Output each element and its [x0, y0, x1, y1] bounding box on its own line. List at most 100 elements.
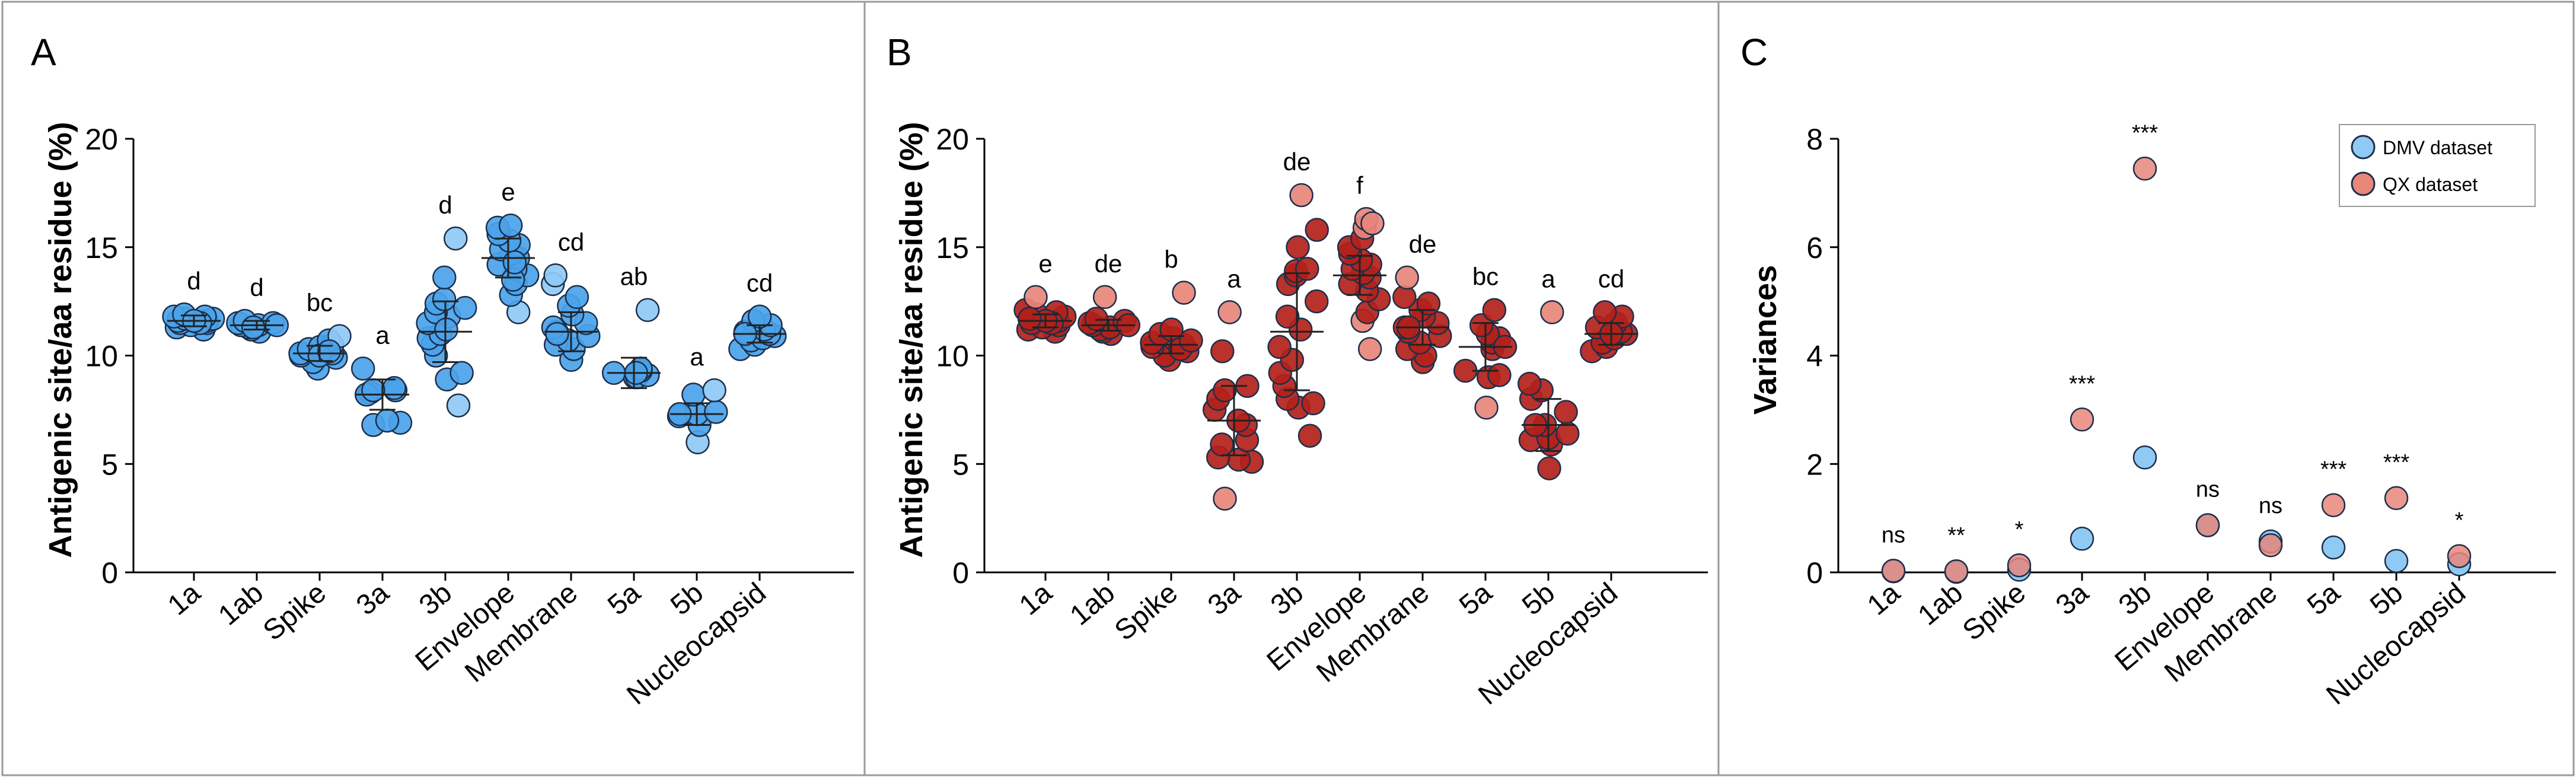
- chart-b-point: [1210, 432, 1234, 457]
- chart-b-point: [1304, 289, 1329, 314]
- chart-b-x-tick-label: 3b: [1265, 577, 1309, 622]
- chart-c-qx-point: [2195, 513, 2220, 537]
- chart-b-point: [1179, 328, 1203, 353]
- chart-a-point: [498, 213, 523, 238]
- chart-a-ylabel: Antigenic site/aa residue (%): [43, 122, 78, 558]
- chart-b-point: [1537, 456, 1561, 480]
- chart-b-point: [1517, 371, 1542, 396]
- chart-a-point: [375, 408, 400, 433]
- chart-a-point: [446, 393, 471, 418]
- panel-a-label: A: [31, 31, 56, 74]
- chart-b-significance-letter: de: [1409, 230, 1437, 258]
- chart-a-significance-letter: d: [187, 267, 200, 295]
- chart-c-dmv-point: [2070, 527, 2094, 551]
- legend-dmv-label: DMV dataset: [2383, 137, 2492, 158]
- chart-b-point: [1416, 291, 1441, 316]
- chart-a-significance-letter: cd: [747, 269, 773, 297]
- chart-b-point: [1172, 281, 1196, 305]
- chart-c-x-tick-label: 3b: [2113, 577, 2157, 622]
- chart-a-point: [432, 287, 457, 311]
- chart-c-qx-point: [2132, 157, 2157, 181]
- chart-b-point: [1295, 257, 1319, 281]
- chart-a-x-tick-label: 5a: [602, 577, 646, 622]
- chart-b-point: [1357, 337, 1382, 361]
- chart-a-significance-letter: e: [501, 178, 515, 206]
- chart-a-point: [502, 250, 527, 275]
- chart-b-point: [1593, 300, 1617, 324]
- chart-b-point: [1474, 395, 1499, 420]
- chart-b-point: [1554, 400, 1578, 424]
- chart-a-significance-letter: bc: [307, 289, 333, 317]
- chart-c-y-tick-label: 0: [1806, 556, 1823, 590]
- chart-c-y-tick-label: 8: [1806, 123, 1823, 156]
- chart-c-qx-point: [2258, 533, 2283, 558]
- chart-c-dmv-point: [2321, 535, 2346, 560]
- chart-a-x-tick-label: 3a: [350, 577, 395, 622]
- chart-b-point: [1301, 391, 1325, 416]
- chart-b-x-tick-label: 1a: [1013, 577, 1058, 622]
- chart-b-point: [1286, 235, 1310, 260]
- chart-b-y-tick-label: 5: [952, 448, 969, 481]
- chart-b-significance-letter: a: [1227, 265, 1241, 292]
- panel-c-label: C: [1740, 31, 1768, 74]
- chart-b-point: [1024, 285, 1048, 310]
- chart-a-point: [241, 315, 266, 340]
- legend-box: [2339, 124, 2536, 207]
- chart-a-point: [449, 361, 474, 385]
- chart-a-point: [543, 263, 568, 288]
- chart-b-x-tick-label: 5a: [1453, 577, 1498, 622]
- chart-a-y-tick-label: 0: [101, 556, 118, 590]
- chart-c-dmv-point: [2384, 549, 2409, 574]
- chart-b-point: [1210, 339, 1235, 364]
- chart-a-x-tick-label: Spike: [257, 577, 332, 647]
- legend-qx-marker: [2351, 171, 2376, 196]
- chart-c-significance-mark: ns: [2196, 477, 2220, 502]
- chart-c-qx-point: [2070, 407, 2094, 432]
- chart-b-significance-letter: cd: [1598, 265, 1624, 292]
- chart-b-point: [1487, 363, 1512, 387]
- chart-a-point: [361, 378, 385, 403]
- chart-c-significance-mark: ***: [2069, 371, 2096, 396]
- chart-c-y-tick-label: 2: [1806, 448, 1823, 481]
- legend-dmv-marker: [2351, 135, 2376, 160]
- chart-c-x-tick-label: 3a: [2050, 577, 2094, 622]
- chart-b-significance-letter: b: [1164, 246, 1178, 273]
- chart-b: Antigenic site/aa residue (%) 0 5 10 15 20 1a…: [894, 122, 1708, 711]
- chart-a-significance-letter: a: [690, 343, 704, 371]
- chart-b-point: [1017, 307, 1042, 331]
- chart-a-significance-letter: ab: [620, 263, 648, 291]
- chart-b-point: [1289, 183, 1313, 208]
- chart-c-significance-mark: *: [2015, 517, 2024, 542]
- chart-a-y-tick-label: 15: [85, 231, 118, 265]
- chart-c-dmv-point: [2132, 445, 2157, 470]
- panel-c-border: [1717, 1, 2575, 776]
- chart-c-significance-mark: ns: [1882, 523, 1905, 547]
- chart-a-point: [635, 298, 660, 322]
- chart-b-point: [1267, 335, 1292, 359]
- chart-c-significance-mark: **: [1947, 523, 1965, 548]
- chart-c-qx-point: [1881, 559, 1906, 583]
- chart-a-x-tick-label: 3b: [413, 577, 458, 622]
- chart-c-qx-point: [2447, 544, 2472, 568]
- chart-c-y-tick-label: 6: [1806, 231, 1823, 265]
- chart-a-point: [317, 339, 342, 364]
- chart-b-point: [1213, 378, 1237, 403]
- chart-b-significance-letter: e: [1038, 250, 1052, 278]
- chart-c-significance-mark: ***: [2320, 457, 2347, 482]
- chart-b-y-tick-label: 10: [936, 340, 969, 373]
- chart-a-x-tick-label: 1a: [162, 577, 206, 622]
- panel-b-label: B: [887, 31, 912, 74]
- chart-a-point: [444, 226, 468, 251]
- chart-c-x-tick-label: 1a: [1861, 577, 1906, 622]
- chart-b-point: [1305, 218, 1329, 242]
- chart-a-point: [452, 295, 477, 320]
- chart-a-y-tick-label: 20: [85, 123, 118, 156]
- chart-c-qx-point: [1944, 559, 1969, 584]
- chart-b-point: [1084, 307, 1109, 331]
- chart-b-point: [1217, 300, 1242, 324]
- chart-b-significance-letter: de: [1095, 250, 1123, 278]
- chart-c-ylabel: Variances: [1748, 265, 1783, 415]
- chart-c-significance-mark: ***: [2383, 450, 2410, 475]
